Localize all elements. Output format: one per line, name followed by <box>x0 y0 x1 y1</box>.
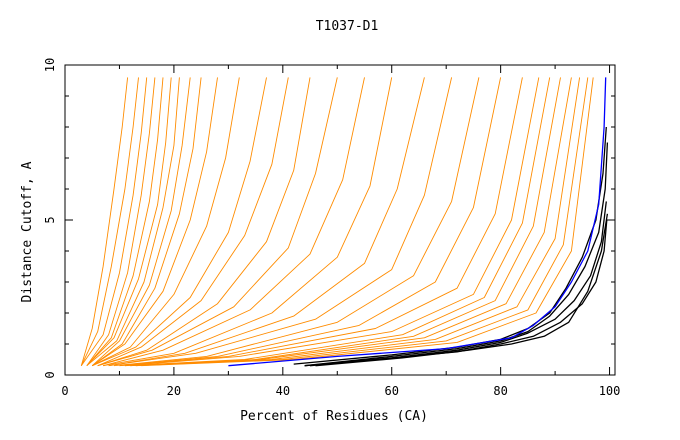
x-tick-label: 80 <box>493 384 507 398</box>
series-line-15 <box>91 77 218 367</box>
series-line-25 <box>113 77 480 367</box>
series-line-16 <box>92 77 240 367</box>
x-tick-label: 40 <box>276 384 290 398</box>
series-layer <box>80 77 609 367</box>
series-line-18 <box>97 77 289 367</box>
series-line-12 <box>86 77 180 367</box>
series-line-1 <box>293 126 607 365</box>
series-line-17 <box>92 77 267 367</box>
series-line-22 <box>103 77 393 367</box>
series-line-14 <box>91 77 202 367</box>
axes-layer: 0 20 40 60 80 100 0 5 10 <box>43 58 620 398</box>
series-line-27 <box>119 77 523 367</box>
x-axis-label: Percent of Residues (CA) <box>240 409 428 424</box>
series-line-19 <box>97 77 311 367</box>
series-line-10 <box>86 77 164 366</box>
x-tick-label: 0 <box>61 384 68 398</box>
series-line-3 <box>304 201 607 367</box>
x-tick-label: 100 <box>599 384 621 398</box>
series-line-20 <box>97 77 338 367</box>
y-tick-label: 10 <box>43 58 57 72</box>
y-axis-label: Distance Cutoff, A <box>20 161 35 302</box>
chart-title: T1037-D1 <box>316 19 379 34</box>
y-tick-label: 5 <box>43 216 57 223</box>
series-line-24 <box>108 77 453 367</box>
series-line-2 <box>304 142 609 367</box>
series-line-7 <box>80 77 139 366</box>
series-line-13 <box>91 77 191 367</box>
series-line-31 <box>130 77 572 367</box>
x-tick-label: 60 <box>385 384 399 398</box>
series-line-23 <box>108 77 425 367</box>
series-line-5 <box>315 213 609 367</box>
series-line-11 <box>86 77 172 367</box>
y-tick-label: 0 <box>43 371 57 378</box>
series-line-6 <box>80 77 129 366</box>
series-line-21 <box>102 77 365 367</box>
x-tick-label: 20 <box>167 384 181 398</box>
series-line-29 <box>124 77 551 367</box>
series-line-26 <box>119 77 502 367</box>
series-line-8 <box>80 77 148 366</box>
series-line-9 <box>86 77 156 366</box>
series-line-32 <box>135 77 581 367</box>
series-line-0 <box>228 77 607 367</box>
series-line-34 <box>141 77 594 367</box>
series-line-28 <box>124 77 540 367</box>
